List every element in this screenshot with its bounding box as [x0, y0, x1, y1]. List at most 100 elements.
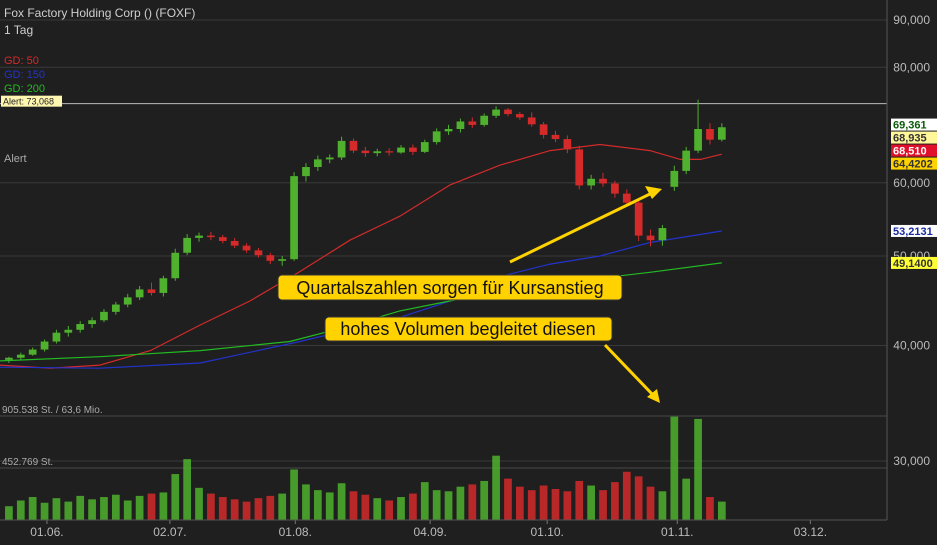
- grid: 30,00040,00050,00060,00080,00090,00001.0…: [0, 13, 930, 539]
- candle-body: [16, 354, 25, 358]
- volume-bar: [504, 478, 512, 520]
- candle-body: [706, 129, 714, 140]
- candle-body: [480, 115, 489, 125]
- volume-bar: [76, 495, 85, 520]
- volume-bar: [622, 471, 631, 520]
- candle-body: [444, 129, 453, 132]
- volume-bar: [40, 502, 49, 520]
- legend-entry: GD: 200: [4, 83, 45, 95]
- candle-body: [28, 349, 37, 355]
- candle-body: [40, 341, 49, 350]
- candle-body: [492, 109, 500, 116]
- x-tick-label: 04.09.: [413, 525, 446, 539]
- price-tag-label: 53,2131: [893, 226, 933, 238]
- volume-bar: [5, 506, 13, 520]
- candle-body: [527, 117, 536, 125]
- volume: [5, 416, 726, 520]
- volume-bar: [575, 480, 584, 520]
- volume-bar: [278, 493, 287, 520]
- candle-body: [682, 150, 691, 171]
- candle-body: [551, 134, 560, 140]
- volume-bar: [123, 500, 132, 520]
- candle-body: [385, 151, 394, 153]
- candle-body: [634, 202, 643, 236]
- legend-entry: GD: 50: [4, 55, 39, 67]
- volume-bar: [634, 476, 643, 520]
- volume-bar: [349, 491, 358, 520]
- volume-bar: [100, 497, 108, 520]
- volume-bar: [563, 491, 572, 520]
- callout-text: Quartalszahlen sorgen für Kursanstieg: [296, 278, 603, 298]
- volume-bar: [397, 497, 405, 520]
- candle-body: [409, 147, 417, 152]
- volume-bar: [515, 486, 524, 520]
- volume-bar: [492, 455, 500, 520]
- volume-bar: [432, 490, 441, 520]
- moving-average-line: [0, 143, 722, 369]
- volume-bar: [682, 478, 691, 520]
- candle-body: [183, 237, 192, 253]
- candle-body: [76, 324, 85, 330]
- volume-bar: [599, 490, 607, 520]
- candle-body: [373, 151, 382, 154]
- alert-label: Alert: 73,068: [3, 97, 54, 107]
- alert-text: Alert: [4, 153, 27, 165]
- candle-body: [218, 237, 227, 241]
- volume-bar: [468, 484, 477, 520]
- candle-body: [599, 178, 607, 184]
- candle-body: [207, 235, 215, 238]
- volume-bar: [480, 480, 489, 520]
- volume-bar: [420, 482, 429, 520]
- volume-bar: [147, 493, 156, 520]
- candle-body: [694, 129, 702, 151]
- volume-bar: [539, 485, 548, 520]
- candle-body: [611, 183, 619, 194]
- volume-bar: [658, 491, 667, 520]
- candle-body: [397, 147, 405, 153]
- candle-body: [242, 245, 251, 251]
- price-tag: [891, 144, 937, 157]
- candle-body: [325, 157, 334, 160]
- alert-label-box: [1, 95, 62, 107]
- candle-body: [302, 167, 310, 177]
- arrowhead: [647, 389, 660, 403]
- price-tag: [891, 131, 937, 144]
- volume-bar: [218, 497, 227, 520]
- volume-bar: [706, 497, 714, 520]
- volume-bar: [64, 501, 73, 520]
- volume-bar: [337, 483, 346, 520]
- candle-body: [52, 332, 61, 342]
- candle-body: [337, 140, 346, 158]
- arrowhead: [645, 186, 662, 199]
- x-tick-label: 03.12.: [794, 525, 827, 539]
- y-tick-label: 90,000: [893, 13, 930, 27]
- volume-bar: [16, 500, 25, 520]
- candle-body: [432, 131, 441, 143]
- volume-bar: [385, 500, 394, 520]
- y-tick-label: 60,000: [893, 176, 930, 190]
- volume-bar: [717, 501, 726, 520]
- chart-title: Fox Factory Holding Corp () (FOXF): [4, 6, 195, 20]
- volume-bar: [230, 499, 239, 520]
- x-tick-label: 01.11.: [661, 525, 693, 539]
- volume-bar: [302, 484, 310, 520]
- candle-body: [646, 235, 655, 241]
- candle-body: [5, 357, 13, 360]
- candle-body: [88, 320, 96, 325]
- candle-body: [670, 170, 679, 187]
- candle-body: [504, 109, 512, 115]
- candle-body: [658, 228, 667, 241]
- volume-bar: [159, 492, 168, 520]
- candle-body: [159, 278, 168, 293]
- volume-bar: [361, 494, 370, 520]
- callout-box: [324, 316, 613, 342]
- volume-bar: [254, 498, 263, 520]
- volume-bar: [111, 494, 120, 520]
- candle-body: [539, 124, 548, 135]
- y-tick-label: 40,000: [893, 339, 930, 353]
- candle-body: [123, 297, 132, 305]
- candle-body: [456, 121, 465, 130]
